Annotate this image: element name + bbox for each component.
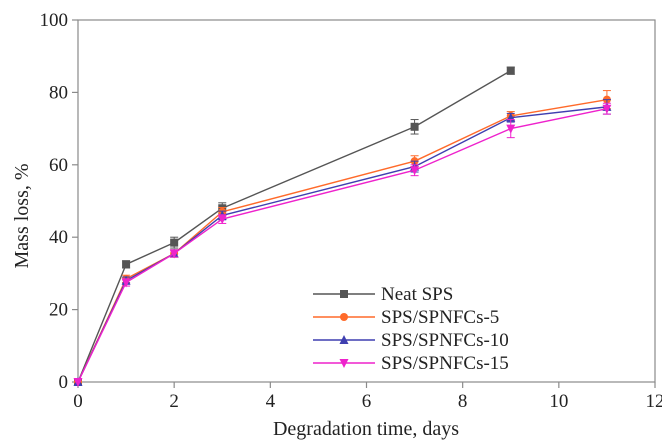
data-point <box>410 122 419 131</box>
data-point <box>506 66 515 75</box>
legend: Neat SPSSPS/SPNFCs-5SPS/SPNFCs-10SPS/SPN… <box>313 284 509 374</box>
y-tick-label: 40 <box>49 227 68 248</box>
x-tick-label: 6 <box>362 391 372 412</box>
legend-item: Neat SPS <box>313 284 453 305</box>
data-point <box>410 166 420 176</box>
x-tick-label: 10 <box>549 391 568 412</box>
series-4 <box>73 102 612 387</box>
legend-item: SPS/SPNFCs-5 <box>313 307 499 328</box>
y-tick-label: 100 <box>40 10 69 31</box>
plot-frame <box>77 19 656 383</box>
x-tick-label: 0 <box>73 391 83 412</box>
x-tick-label: 2 <box>169 391 179 412</box>
y-tick-label: 20 <box>49 300 68 321</box>
x-tick-label: 12 <box>646 391 662 412</box>
data-point <box>169 249 179 259</box>
data-point <box>506 124 516 134</box>
legend-item: SPS/SPNFCs-15 <box>313 353 509 374</box>
legend-label: SPS/SPNFCs-5 <box>381 307 499 328</box>
x-tick-label: 8 <box>458 391 468 412</box>
data-point <box>122 260 131 269</box>
x-tick-label: 4 <box>266 391 276 412</box>
legend-label: SPS/SPNFCs-10 <box>381 330 509 351</box>
y-tick-label: 60 <box>49 155 68 176</box>
data-point <box>217 215 227 225</box>
legend-swatch-marker <box>340 290 348 298</box>
y-tick-label: 0 <box>59 372 69 393</box>
data-point <box>170 238 179 247</box>
data-point <box>602 104 612 114</box>
series-line <box>77 70 512 383</box>
legend-item: SPS/SPNFCs-10 <box>313 330 509 351</box>
legend-swatch-marker <box>339 359 349 368</box>
legend-label: SPS/SPNFCs-15 <box>381 353 509 374</box>
plot-area: 0 2 4 6 8 10 12 0 20 40 60 80 100 <box>40 10 662 412</box>
data-point <box>121 278 131 288</box>
y-tick-label: 80 <box>49 82 68 103</box>
data-point <box>73 378 83 387</box>
legend-swatch-marker <box>339 335 349 344</box>
y-axis-label: Mass loss, % <box>11 163 33 268</box>
x-axis-label: Degradation time, days <box>273 418 459 440</box>
series-layer <box>73 66 612 387</box>
legend-swatch-marker <box>340 313 348 321</box>
legend-label: Neat SPS <box>381 284 453 305</box>
